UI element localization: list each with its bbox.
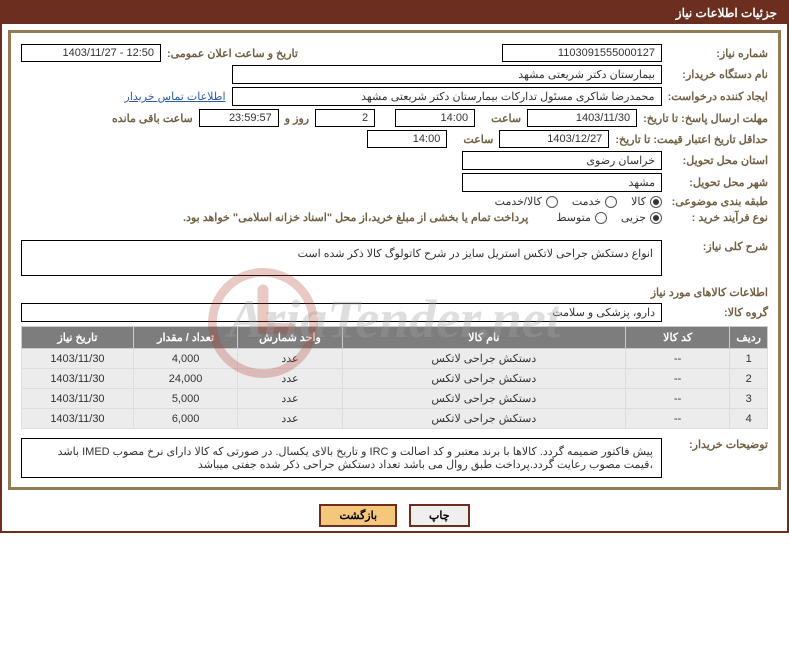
desc-value: انواع دستکش جراحی لاتکس استریل سایز در ش… [21, 240, 662, 276]
time-label-2: ساعت [453, 133, 493, 146]
need-no-value: 1103091555000127 [502, 44, 662, 62]
table-row: 4--دستکش جراحی لاتکسعدد6,0001403/11/30 [22, 409, 768, 429]
table-header: کد کالا [625, 327, 729, 349]
table-row: 1--دستکش جراحی لاتکسعدد4,0001403/11/30 [22, 349, 768, 369]
buyer-value: بیمارستان دکتر شریعتی مشهد [232, 65, 662, 84]
radio-partial[interactable]: جزیی [621, 211, 662, 224]
table-cell: عدد [238, 349, 342, 369]
table-cell: 1403/11/30 [22, 349, 134, 369]
requester-value: محمدرضا شاکری مسئول تدارکات بیمارستان دک… [232, 87, 662, 106]
desc-label: شرح کلی نیاز: [668, 240, 768, 253]
table-cell: عدد [238, 389, 342, 409]
form-panel: AriaTender.net شماره نیاز: 1103091555000… [8, 30, 781, 490]
province-value: خراسان رضوی [462, 151, 662, 170]
table-cell: 1403/11/30 [22, 389, 134, 409]
goods-table: ردیفکد کالانام کالاواحد شمارشتعداد / مقد… [21, 326, 768, 429]
window-frame: جزئیات اطلاعات نیاز AriaTender.net شماره… [0, 0, 789, 533]
time-remaining: 23:59:57 [199, 109, 279, 127]
table-cell: 2 [730, 369, 768, 389]
requester-label: ایجاد کننده درخواست: [668, 90, 768, 103]
table-cell: 1403/11/30 [22, 409, 134, 429]
radio-goods[interactable]: کالا [631, 195, 662, 208]
table-cell: 4,000 [133, 349, 237, 369]
table-cell: -- [625, 389, 729, 409]
table-cell: 1 [730, 349, 768, 369]
days-remaining: 2 [315, 109, 375, 127]
buyer-contact-link[interactable]: اطلاعات تماس خریدار [125, 90, 226, 103]
table-row: 2--دستکش جراحی لاتکسعدد24,0001403/11/30 [22, 369, 768, 389]
explain-label: توضیحات خریدار: [668, 438, 768, 451]
table-cell: عدد [238, 409, 342, 429]
send-time: 14:00 [395, 109, 475, 127]
group-label: گروه کالا: [668, 306, 768, 319]
goods-info-title: اطلاعات کالاهای مورد نیاز [21, 286, 768, 299]
table-cell: دستکش جراحی لاتکس [342, 369, 625, 389]
panel-header: جزئیات اطلاعات نیاز [2, 2, 787, 24]
table-cell: 3 [730, 389, 768, 409]
announce-value: 1403/11/27 - 12:50 [21, 44, 161, 62]
table-header: تاریخ نیاز [22, 327, 134, 349]
radio-both[interactable]: کالا/خدمت [495, 195, 558, 208]
buyer-label: نام دستگاه خریدار: [668, 68, 768, 81]
category-label: طبقه بندی موضوعی: [668, 195, 768, 208]
city-label: شهر محل تحویل: [668, 176, 768, 189]
table-cell: -- [625, 349, 729, 369]
radio-service[interactable]: خدمت [572, 195, 617, 208]
process-note: پرداخت تمام یا بخشی از مبلغ خرید،از محل … [183, 211, 528, 224]
back-button[interactable]: بازگشت [319, 504, 397, 527]
table-cell: 6,000 [133, 409, 237, 429]
radio-medium[interactable]: متوسط [556, 211, 607, 224]
table-cell: عدد [238, 369, 342, 389]
table-cell: 5,000 [133, 389, 237, 409]
time-label-1: ساعت [481, 112, 521, 125]
validity-label: حداقل تاریخ اعتبار قیمت: تا تاریخ: [615, 133, 768, 146]
announce-label: تاریخ و ساعت اعلان عمومی: [167, 47, 298, 60]
province-label: استان محل تحویل: [668, 154, 768, 167]
validity-date: 1403/12/27 [499, 130, 609, 148]
table-cell: دستکش جراحی لاتکس [342, 409, 625, 429]
table-row: 3--دستکش جراحی لاتکسعدد5,0001403/11/30 [22, 389, 768, 409]
table-cell: دستکش جراحی لاتکس [342, 349, 625, 369]
need-no-label: شماره نیاز: [668, 47, 768, 60]
days-and-label: روز و [285, 112, 309, 125]
table-cell: دستکش جراحی لاتکس [342, 389, 625, 409]
send-deadline-label: مهلت ارسال پاسخ: تا تاریخ: [643, 112, 768, 125]
table-header: ردیف [730, 327, 768, 349]
city-value: مشهد [462, 173, 662, 192]
validity-time: 14:00 [367, 130, 447, 148]
send-date: 1403/11/30 [527, 109, 637, 127]
print-button[interactable]: چاپ [409, 504, 470, 527]
table-cell: 4 [730, 409, 768, 429]
table-header: تعداد / مقدار [133, 327, 237, 349]
table-cell: -- [625, 369, 729, 389]
table-cell: 1403/11/30 [22, 369, 134, 389]
process-label: نوع فرآیند خرید : [668, 211, 768, 224]
button-row: چاپ بازگشت [2, 496, 787, 531]
group-value: دارو، پزشکی و سلامت [21, 303, 662, 322]
table-cell: 24,000 [133, 369, 237, 389]
explain-value: پیش فاکتور ضمیمه گردد. کالاها با برند مع… [21, 438, 662, 478]
table-cell: -- [625, 409, 729, 429]
remaining-label: ساعت باقی مانده [112, 112, 193, 125]
table-header: واحد شمارش [238, 327, 342, 349]
table-header: نام کالا [342, 327, 625, 349]
